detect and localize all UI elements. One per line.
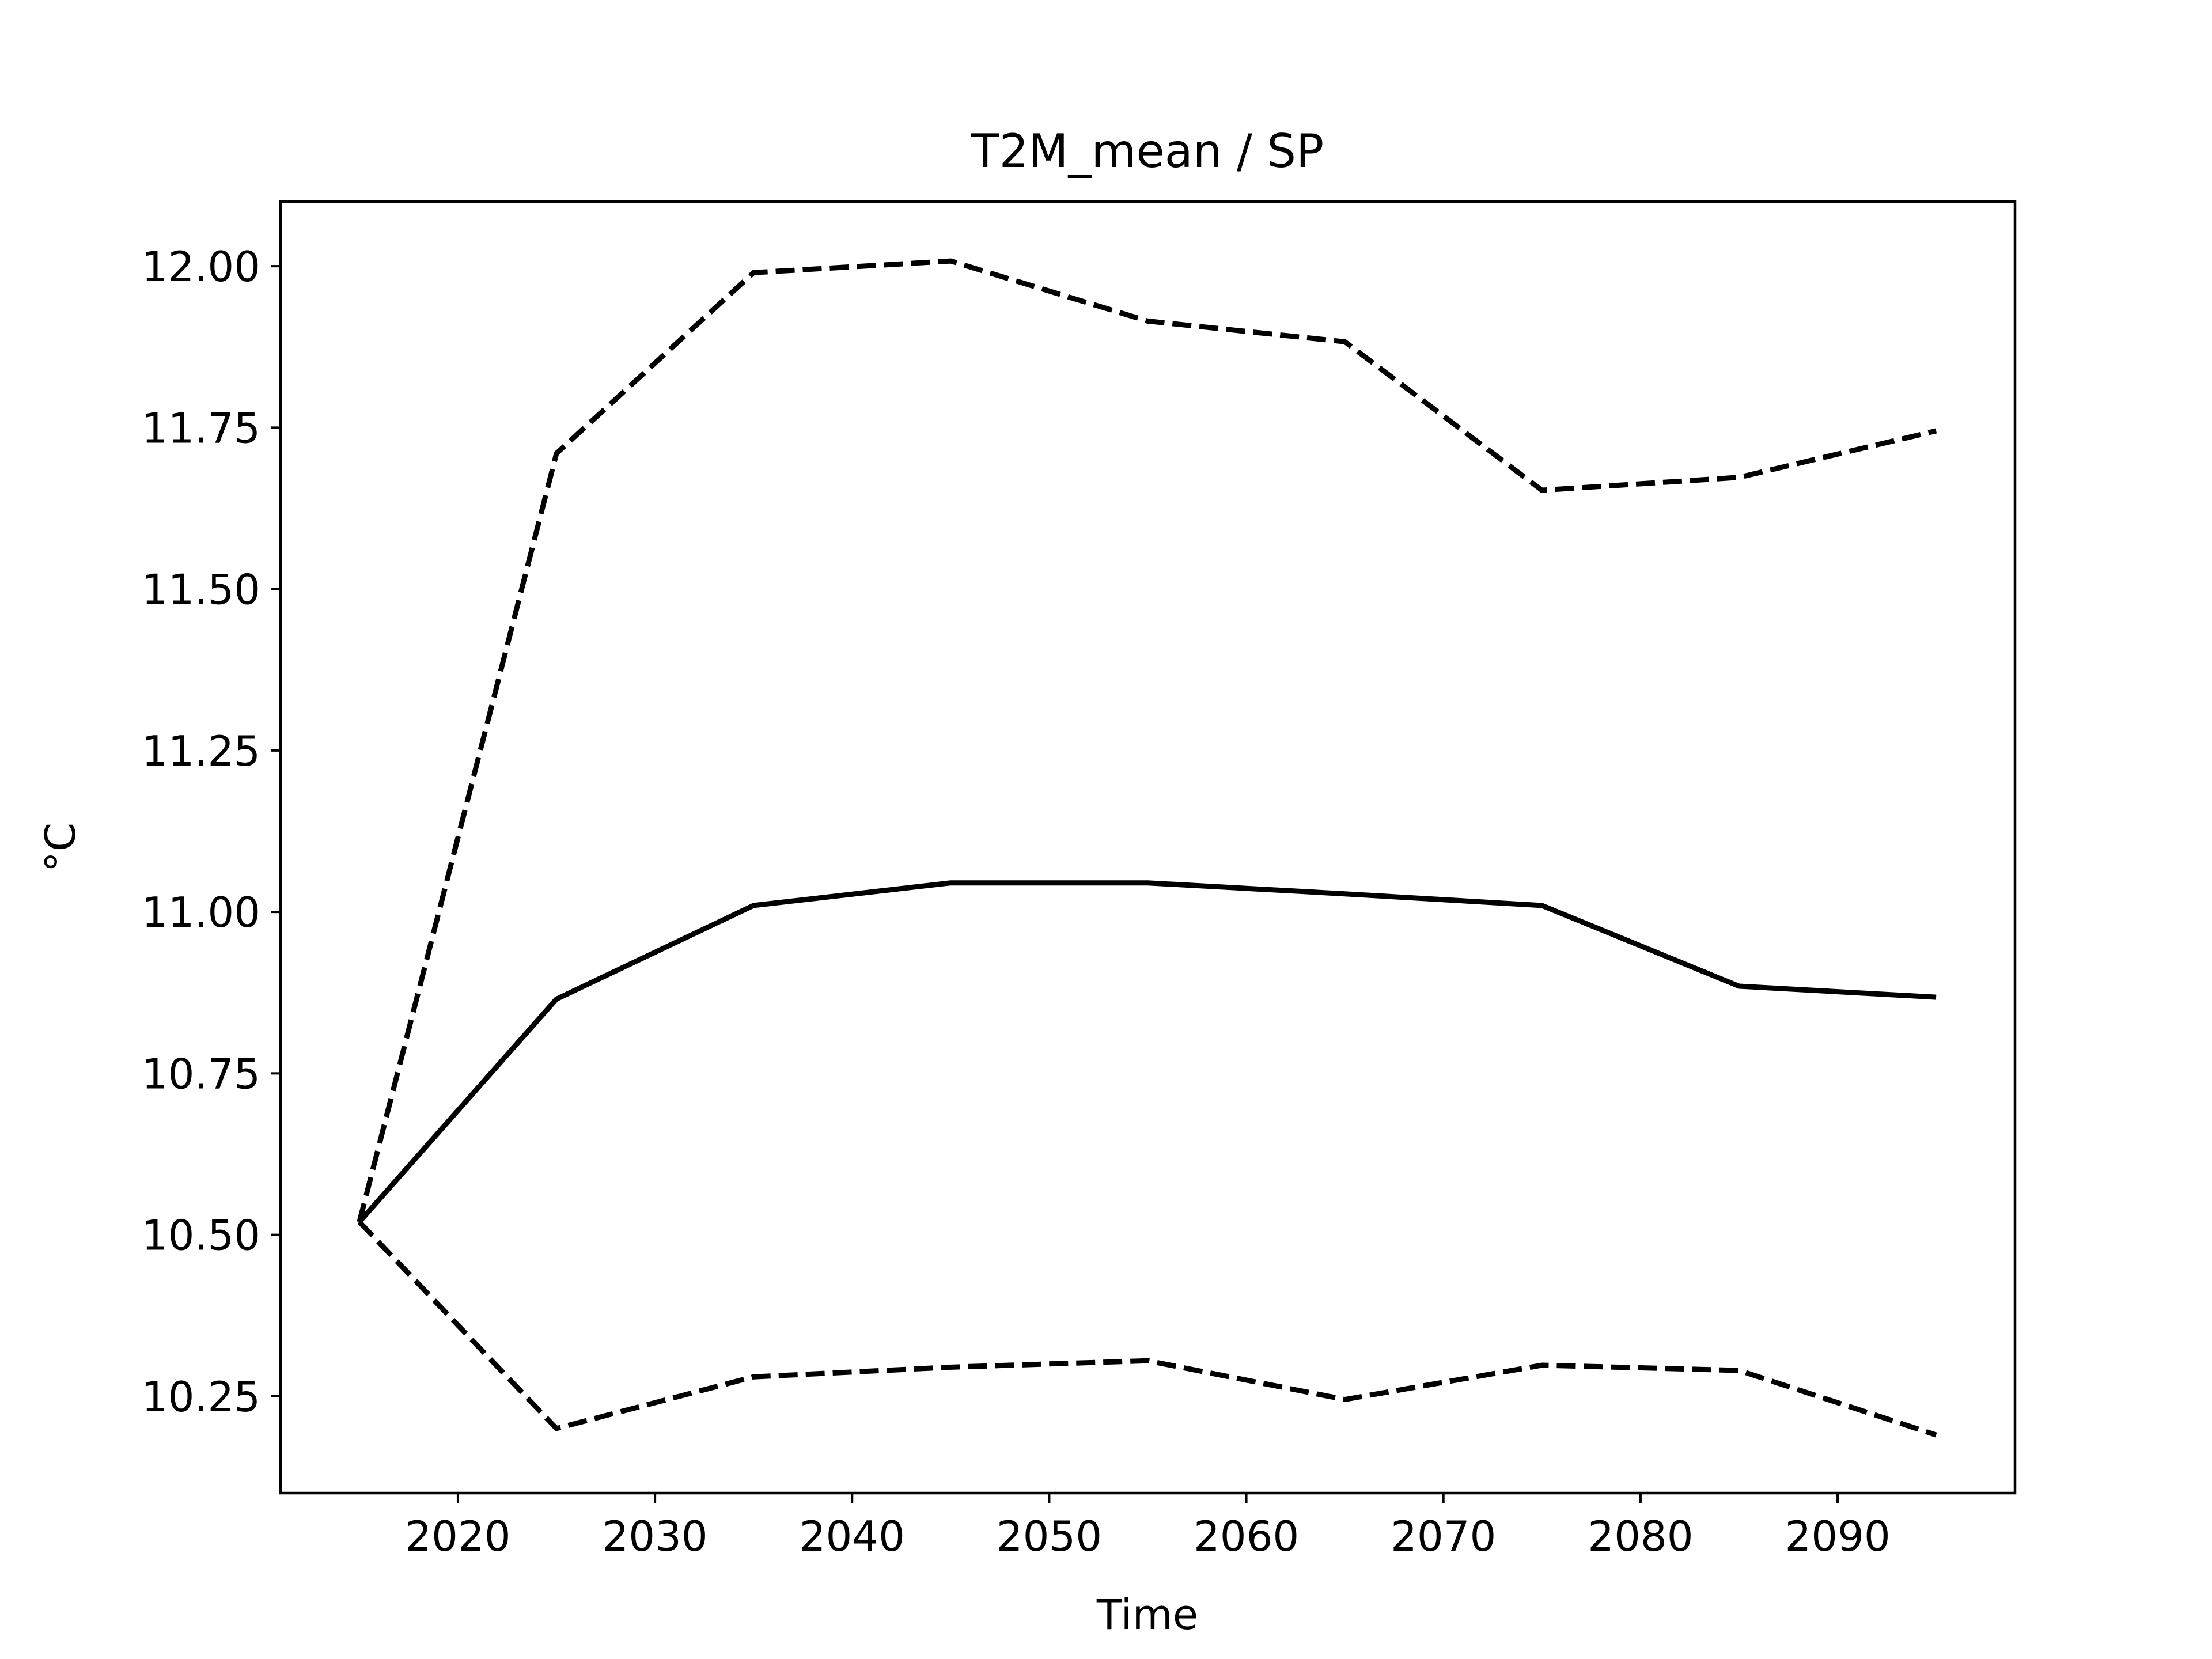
- x-tick-label: 2040: [800, 1512, 905, 1560]
- y-tick-label: 11.50: [142, 566, 260, 614]
- y-tick-label: 12.00: [142, 243, 260, 291]
- y-tick-label: 10.50: [142, 1211, 260, 1260]
- y-tick-label: 10.75: [142, 1050, 260, 1098]
- y-axis-label: °C: [36, 823, 85, 872]
- x-axis-ticks: 2020 2030 2040 2050 2060 2070 2080 2090: [405, 1493, 1891, 1560]
- series-layer: [357, 258, 1937, 1438]
- y-tick-label: 11.25: [142, 727, 260, 775]
- series-line-2: [357, 258, 1937, 1223]
- x-tick-label: 2050: [997, 1512, 1102, 1560]
- y-tick-label: 11.00: [142, 888, 260, 937]
- x-tick-label: 2070: [1391, 1512, 1496, 1560]
- x-tick-label: 2060: [1194, 1512, 1299, 1560]
- x-tick-label: 2030: [602, 1512, 707, 1560]
- chart-title: T2M_mean / SP: [971, 124, 1324, 178]
- x-tick-label: 2080: [1588, 1512, 1693, 1560]
- series-line-3: [357, 1220, 1937, 1438]
- plot-area-frame: [279, 200, 2017, 1495]
- y-tick-label: 10.25: [142, 1373, 260, 1421]
- x-tick-label: 2090: [1785, 1512, 1890, 1560]
- x-axis-label: Time: [1096, 1590, 1198, 1639]
- series-line-1: [357, 880, 1937, 1224]
- y-tick-label: 11.75: [142, 404, 260, 452]
- x-tick-label: 2020: [405, 1512, 510, 1560]
- y-axis-ticks: 10.25 10.50 10.75 11.00 11.25 11.50 11.75 12.00: [142, 243, 281, 1421]
